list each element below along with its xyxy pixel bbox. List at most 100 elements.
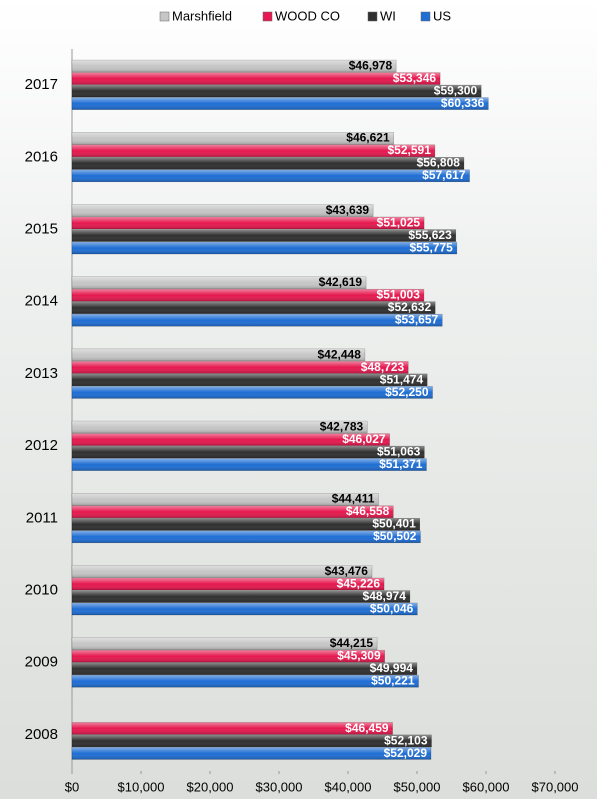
value-label: $52,632 (388, 300, 432, 314)
bar-shine (72, 85, 482, 98)
legend-label: WI (380, 8, 396, 23)
value-label: $56,808 (417, 156, 461, 170)
legend-label: Marshfield (172, 8, 232, 23)
bar-shine (72, 518, 420, 531)
bar-shine (72, 578, 385, 590)
x-tick-label: $10,000 (118, 779, 165, 794)
value-label: $46,459 (345, 721, 389, 735)
bar-shine (72, 204, 374, 217)
value-label: $42,783 (320, 420, 364, 434)
y-tick-label: 2012 (25, 437, 58, 454)
value-label: $45,226 (337, 576, 381, 590)
bar-shine (72, 289, 424, 302)
bar-shine (72, 421, 368, 434)
value-label: $43,639 (326, 203, 370, 217)
bar-shine (72, 458, 427, 471)
y-tick-label: 2009 (25, 654, 58, 671)
value-label: $45,309 (337, 649, 381, 663)
bar-shine (72, 433, 390, 446)
bar-shine (72, 530, 421, 543)
value-label: $51,025 (377, 215, 421, 229)
y-tick-label: 2017 (25, 76, 58, 93)
bar-shine (72, 493, 379, 506)
bar-shine (72, 603, 418, 615)
bar-shine (72, 590, 410, 603)
legend-label: WOOD CO (275, 8, 340, 23)
value-label: $51,474 (380, 372, 424, 386)
value-label: $55,623 (408, 228, 452, 242)
value-label: $44,215 (330, 636, 374, 650)
value-label: $57,617 (422, 168, 466, 182)
bar-shine (72, 446, 425, 459)
value-label: $53,346 (393, 71, 437, 85)
value-label: $50,502 (373, 529, 417, 543)
value-label: $42,448 (318, 347, 362, 361)
value-label: $55,775 (409, 240, 453, 254)
bar-shine (72, 242, 457, 254)
legend-swatch (262, 11, 273, 22)
bar-shine (72, 301, 436, 314)
value-label: $50,046 (370, 601, 414, 615)
bar-shine (72, 72, 441, 85)
x-tick-label: $20,000 (187, 779, 234, 794)
value-label: $53,657 (395, 313, 439, 327)
legend-swatch (159, 11, 170, 22)
x-tick-label: $50,000 (394, 779, 441, 794)
bar-shine (72, 132, 394, 145)
value-label: $43,476 (325, 564, 369, 578)
x-tick-label: $60,000 (463, 779, 510, 794)
bar-shine (72, 144, 435, 157)
legend-swatch (367, 11, 378, 22)
bar-shine (72, 565, 372, 578)
value-label: $51,063 (377, 445, 421, 459)
bar-shine (72, 734, 432, 747)
bar-shine (72, 675, 419, 688)
value-label: $46,558 (346, 504, 390, 518)
bar-shine (72, 60, 397, 73)
value-label: $48,723 (361, 360, 405, 374)
value-label: $51,003 (377, 288, 421, 302)
y-tick-label: 2016 (25, 148, 58, 165)
legend-swatch (420, 11, 431, 22)
value-label: $60,336 (441, 96, 485, 110)
value-label: $50,401 (372, 517, 416, 531)
x-tick-label: $0 (65, 779, 79, 794)
bar-shine (72, 361, 409, 374)
bar-shine (72, 722, 393, 735)
x-tick-label: $30,000 (256, 779, 303, 794)
value-label: $59,300 (434, 84, 478, 98)
value-label: $51,371 (379, 457, 423, 471)
x-tick-label: $40,000 (325, 779, 372, 794)
y-tick-label: 2014 (25, 293, 58, 310)
value-label: $52,103 (384, 733, 428, 747)
value-label: $52,250 (385, 385, 429, 399)
bar-shine (72, 348, 365, 361)
legend-label: US (433, 8, 451, 23)
bar-shine (72, 229, 456, 242)
value-label: $46,027 (342, 432, 386, 446)
bar-shine (72, 747, 432, 760)
value-label: $46,978 (349, 59, 393, 73)
bar-shine (72, 386, 433, 399)
bar-shine (72, 157, 464, 170)
bar-shine (72, 650, 385, 663)
y-tick-label: 2010 (25, 581, 58, 598)
bar-shine (72, 314, 443, 327)
value-label: $52,591 (387, 143, 431, 157)
bar-shine (72, 662, 417, 675)
x-tick-label: $70,000 (532, 779, 579, 794)
value-label: $48,974 (363, 589, 407, 603)
value-label: $52,029 (384, 746, 428, 760)
value-label: $42,619 (319, 275, 363, 289)
bar-shine (72, 276, 367, 289)
value-label: $44,411 (332, 492, 375, 506)
bar-shine (72, 217, 425, 229)
value-label: $46,621 (346, 131, 390, 145)
bar-shine (72, 637, 378, 650)
bar-shine (72, 505, 394, 518)
y-tick-label: 2008 (25, 726, 58, 743)
value-label: $49,994 (370, 661, 414, 675)
bar-shine (72, 169, 470, 182)
bar-shine (72, 97, 489, 110)
